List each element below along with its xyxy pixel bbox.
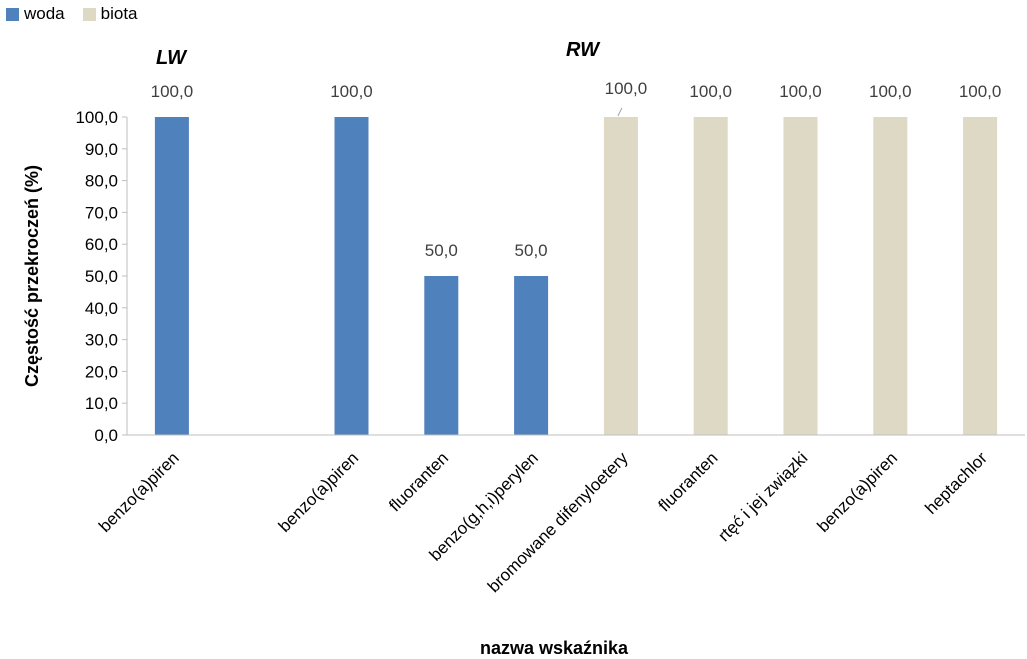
data-label: 100,0 <box>330 82 373 101</box>
data-labels: 100,0 100,0 50,0 50,0 100,0 100,0 100,0 100,0 10… <box>151 79 1002 260</box>
x-axis-ticks: benzo(a)piren benzo(a)piren fluoranten benz… <box>95 448 991 596</box>
y-tick-label: 90,0 <box>85 140 118 159</box>
x-tick-label: benzo(a)piren <box>275 448 363 536</box>
bars <box>154 117 998 435</box>
data-label: 100,0 <box>689 82 732 101</box>
data-label: 100,0 <box>959 82 1002 101</box>
bar-biota <box>963 117 998 435</box>
group-label-rw: RW <box>566 39 601 61</box>
bar-woda <box>154 117 189 435</box>
legend-item-biota: biota <box>82 4 138 24</box>
legend-label-woda: woda <box>24 4 65 23</box>
y-tick-label: 50,0 <box>85 267 118 286</box>
bar-biota <box>603 117 638 435</box>
y-tick-label: 100,0 <box>75 108 118 127</box>
bar-biota <box>873 117 908 435</box>
legend-swatch-biota <box>82 7 96 21</box>
y-tick-label: 60,0 <box>85 235 118 254</box>
x-tick-label: rtęć i jej związki <box>714 448 811 545</box>
data-label: 100,0 <box>869 82 912 101</box>
y-axis-ticks: 0,0 10,0 20,0 30,0 40,0 50,0 60,0 70,0 80,0 90,0 1… <box>75 108 127 445</box>
legend-label-biota: biota <box>100 4 138 23</box>
data-label-leader-line <box>617 107 623 117</box>
x-tick-label: heptachlor <box>921 448 991 518</box>
y-tick-label: 30,0 <box>85 331 118 350</box>
group-label-lw: LW <box>156 47 188 69</box>
data-label: 100,0 <box>605 79 648 98</box>
x-tick-label: benzo(a)piren <box>814 448 902 536</box>
y-tick-label: 10,0 <box>85 394 118 413</box>
x-tick-label: benzo(a)piren <box>95 448 183 536</box>
bar-woda <box>424 276 459 435</box>
y-tick-label: 80,0 <box>85 172 118 191</box>
x-axis-title: nazwa wskaźnika <box>480 638 629 658</box>
y-tick-label: 40,0 <box>85 299 118 318</box>
y-axis-title: Częstość przekroczeń (%) <box>22 165 42 387</box>
x-tick-label: fluoranten <box>655 448 722 515</box>
y-tick-label: 20,0 <box>85 362 118 381</box>
data-label: 100,0 <box>151 82 194 101</box>
bar-woda <box>514 276 549 435</box>
bar-biota <box>783 117 818 435</box>
bar-biota <box>693 117 728 435</box>
y-tick-label: 70,0 <box>85 203 118 222</box>
data-label: 50,0 <box>425 241 458 260</box>
legend-swatch-woda <box>6 7 19 21</box>
legend-item-woda: woda <box>6 4 65 24</box>
y-tick-label: 0,0 <box>94 426 118 445</box>
data-label: 100,0 <box>779 82 822 101</box>
x-tick-label: fluoranten <box>385 448 452 515</box>
bar-woda <box>334 117 369 435</box>
data-label: 50,0 <box>515 241 548 260</box>
legend: woda biota <box>6 4 156 24</box>
